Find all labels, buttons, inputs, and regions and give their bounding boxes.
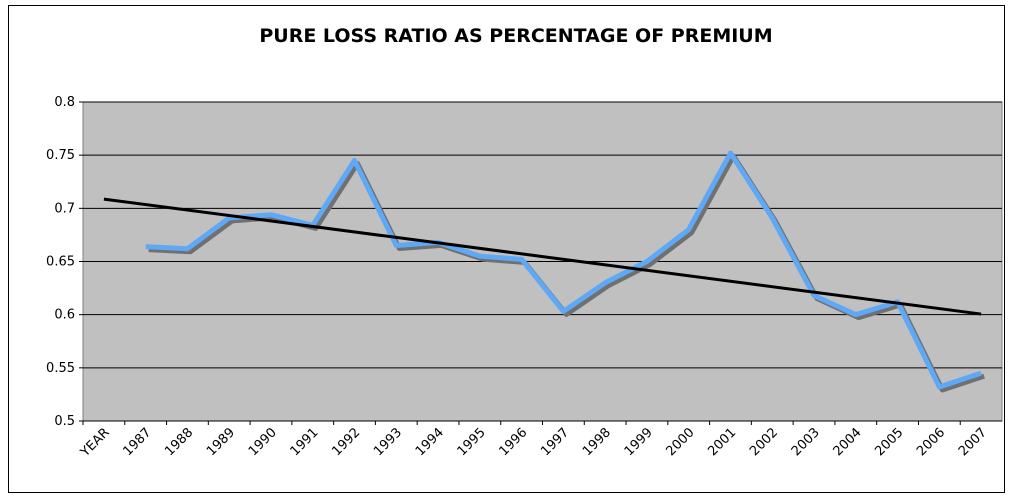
- line: [145, 150, 982, 390]
- y-tick-label: 0.8: [54, 95, 75, 110]
- chart-title: PURE LOSS RATIO AS PERCENTAGE OF PREMIUM: [259, 25, 772, 47]
- y-tick-label: 0.55: [46, 361, 75, 376]
- y-tick-label: 0.6: [54, 308, 75, 323]
- y-tick-label: 0.65: [46, 255, 75, 270]
- y-tick-label: 0.5: [54, 414, 75, 429]
- y-tick-label: 0.75: [46, 148, 75, 163]
- trendline: [103, 197, 982, 316]
- y-tick-label: 0.7: [54, 201, 75, 216]
